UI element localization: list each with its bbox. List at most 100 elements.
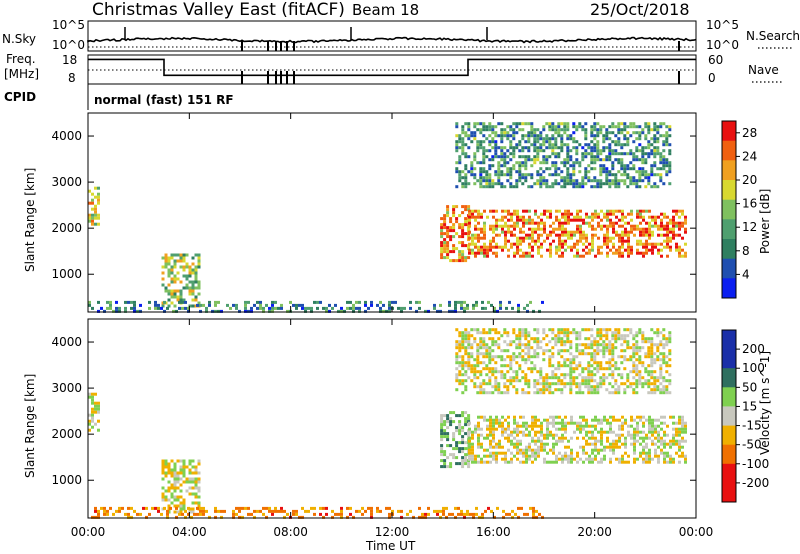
data-cell [164,474,168,478]
data-cell [167,471,171,475]
data-cell [660,233,663,237]
data-cell [490,509,493,513]
data-cell [470,170,474,174]
data-cell [552,448,555,452]
data-cell [191,507,195,511]
data-cell [645,433,648,437]
data-cell [492,215,495,219]
data-cell [651,424,654,428]
data-cell [560,343,564,347]
data-cell [494,146,498,150]
data-cell [500,140,504,144]
data-cell [525,218,528,222]
data-cell [611,385,615,389]
data-cell [596,388,600,392]
data-cell [581,376,585,380]
data-cell [500,355,504,359]
data-cell [588,454,591,458]
data-cell [325,306,328,310]
data-cell [584,170,588,174]
data-cell [446,420,450,424]
data-cell [609,224,612,228]
data-cell [615,418,618,422]
data-cell [506,334,510,338]
data-cell [668,334,672,338]
data-cell [660,227,663,231]
data-cell [217,300,220,304]
data-cell [536,328,540,332]
data-cell [591,433,594,437]
data-cell [271,306,274,310]
data-cell [443,453,447,457]
data-cell [179,265,183,269]
data-cell [527,352,531,356]
data-cell [599,328,603,332]
data-cell [528,254,531,258]
data-cell [608,149,612,153]
data-cell [173,274,177,278]
data-cell [545,182,549,186]
data-cell [525,221,528,225]
data-cell [633,418,636,422]
data-cell [482,158,486,162]
data-cell [191,271,195,275]
data-cell [578,343,582,347]
data-cell [630,415,633,419]
data-cell [584,343,588,347]
data-cell [485,391,489,395]
data-cell [641,158,645,162]
data-cell [265,303,268,307]
data-cell [629,149,633,153]
data-cell [494,173,498,177]
data-cell [588,430,591,434]
data-cell [541,515,544,519]
data-cell [678,439,681,443]
data-cell [170,271,174,275]
data-cell [534,221,537,225]
data-cell [567,454,570,458]
data-cell [620,334,624,338]
data-cell [651,433,654,437]
data-cell [554,179,558,183]
data-cell [579,430,582,434]
data-cell [179,465,183,469]
data-cell [510,242,513,246]
data-cell [467,343,471,347]
data-cell [551,331,555,335]
data-cell [173,498,177,502]
data-cell [615,457,618,461]
data-cell [494,343,498,347]
data-cell [519,442,522,446]
data-cell [458,379,462,383]
data-cell [651,421,654,425]
data-cell [563,340,567,344]
data-cell [675,433,678,437]
data-cell [675,212,678,216]
data-cell [593,179,597,183]
data-cell [235,506,238,510]
data-cell [650,343,654,347]
data-cell [570,457,573,461]
data-cell [587,337,591,341]
data-cell [612,224,615,228]
data-cell [638,131,642,135]
data-cell [455,414,459,418]
data-cell [665,391,669,395]
data-cell [630,212,633,216]
data-cell [633,436,636,440]
data-cell [188,271,192,275]
data-cell [572,358,576,362]
data-cell [468,209,471,213]
data-cell [621,230,624,234]
data-cell [470,379,474,383]
data-cell [197,495,201,499]
data-cell [638,328,642,332]
data-cell [672,460,675,464]
data-cell [594,436,597,440]
data-cell [650,185,654,189]
data-cell [569,173,573,177]
data-cell [179,298,183,302]
data-cell [191,510,195,514]
data-cell [552,433,555,437]
data-cell [603,215,606,219]
